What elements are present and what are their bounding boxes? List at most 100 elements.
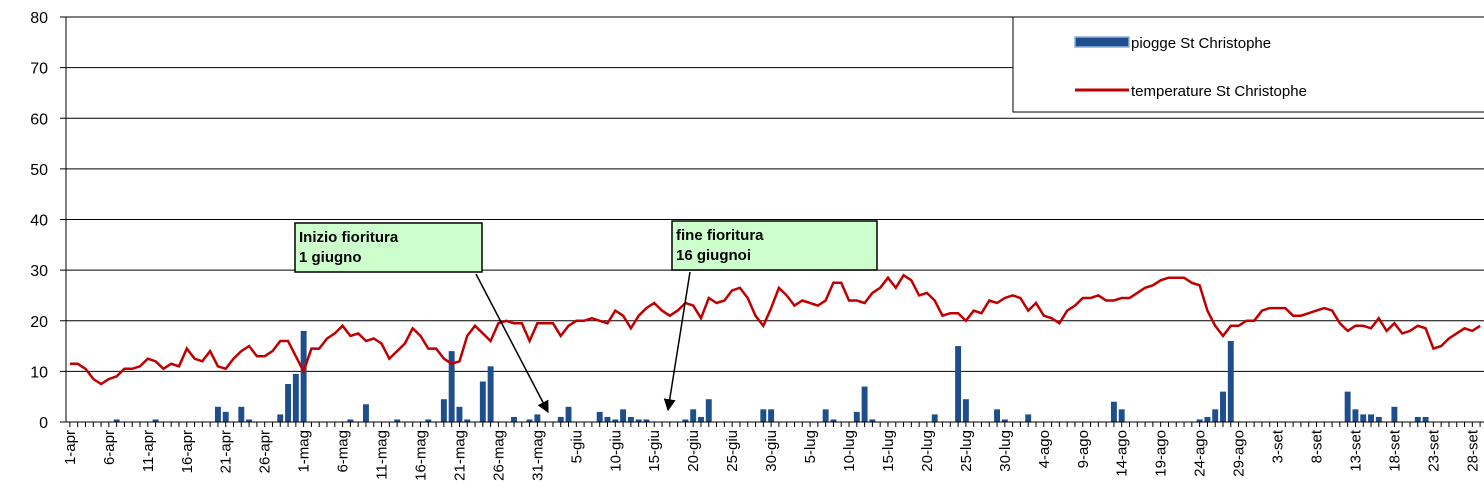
x-tick-label: 18-set	[1386, 429, 1403, 472]
bar	[604, 416, 611, 422]
x-tick-label: 28-set	[1464, 429, 1481, 472]
x-tick-label: 10-lug	[841, 430, 858, 472]
bar	[869, 419, 876, 422]
bar	[425, 419, 432, 422]
bar	[1220, 391, 1226, 422]
annotation-text: 16 giugnoi	[676, 247, 751, 264]
bar	[1212, 409, 1219, 422]
x-tick-label: 10-giu	[607, 430, 624, 472]
bar	[511, 416, 517, 422]
x-tick-label: 25-lug	[958, 430, 975, 472]
bar	[363, 404, 369, 422]
x-tick-label: 30-lug	[997, 430, 1014, 472]
bar	[534, 414, 541, 422]
y-tick-label: 50	[30, 162, 48, 179]
bar	[214, 406, 221, 422]
bar	[1344, 391, 1351, 422]
bar	[1368, 414, 1374, 422]
legend-label: piogge St Christophe	[1131, 35, 1271, 52]
legend-swatch	[1074, 36, 1130, 48]
bar	[1227, 341, 1234, 422]
x-tick-label: 15-lug	[880, 430, 897, 472]
bar	[285, 384, 292, 422]
x-tick-label: 16-apr	[179, 430, 196, 473]
annotation-text: 1 giugno	[299, 249, 362, 266]
bar	[1118, 409, 1125, 422]
y-tick-label: 70	[30, 61, 48, 78]
x-tick-label: 19-ago	[1153, 430, 1170, 477]
x-tick-label: 21-apr	[218, 430, 235, 473]
bar	[627, 416, 634, 422]
bar	[1196, 419, 1203, 422]
annotation-box	[671, 220, 878, 271]
bar	[292, 373, 299, 422]
x-tick-label: 26-mag	[490, 430, 507, 481]
bar	[526, 419, 533, 422]
bar	[612, 419, 619, 422]
bar	[596, 411, 603, 422]
bar	[682, 419, 689, 422]
y-tick-label: 60	[30, 111, 48, 128]
x-tick-label: 5-giu	[568, 430, 585, 463]
x-tick-label: 13-set	[1347, 429, 1364, 472]
legend-label: temperature St Christophe	[1131, 83, 1307, 100]
x-tick-label: 1-mag	[296, 430, 313, 473]
annotation-text: fine fioritura	[676, 227, 764, 244]
x-tick-label: 29-ago	[1231, 430, 1248, 477]
bar	[1375, 416, 1382, 422]
x-tick-label: 9-ago	[1075, 430, 1092, 468]
bar	[113, 419, 120, 422]
bar	[1001, 419, 1008, 422]
bar	[768, 409, 775, 422]
y-tick-label: 80	[30, 10, 48, 27]
x-tick-label: 1-apr	[62, 430, 79, 465]
x-tick-label: 16-mag	[413, 430, 430, 481]
bar	[1360, 414, 1367, 422]
bar	[222, 411, 229, 422]
bar	[822, 409, 829, 422]
annotation-arrow	[475, 273, 549, 414]
bar	[246, 419, 253, 422]
bar	[861, 386, 868, 422]
bar	[1204, 416, 1211, 422]
y-tick-label: 40	[30, 213, 48, 230]
x-tick-label: 3-set	[1270, 429, 1287, 463]
y-tick-label: 0	[39, 415, 48, 432]
bar	[698, 416, 704, 422]
x-tick-label: 6-mag	[335, 430, 352, 473]
x-tick-label: 30-giu	[763, 430, 780, 472]
bar	[277, 414, 284, 422]
x-tick-label: 20-giu	[685, 430, 702, 472]
x-tick-label: 11-apr	[140, 430, 157, 472]
legend-box	[1012, 16, 1484, 113]
bar	[1422, 416, 1429, 422]
bar	[760, 409, 767, 422]
bar	[557, 416, 564, 422]
bar	[347, 419, 354, 422]
temperature-line	[69, 273, 1481, 386]
bar	[440, 399, 447, 422]
bar	[1414, 416, 1421, 422]
bar	[1025, 414, 1032, 422]
bar	[705, 399, 712, 422]
bar	[487, 366, 494, 422]
bar	[643, 419, 650, 422]
bar	[394, 419, 401, 422]
x-tick-label: 15-giu	[646, 430, 663, 472]
annotation-arrow	[663, 271, 691, 412]
bar	[955, 346, 962, 422]
annotation-text: Inizio fioritura	[299, 229, 399, 246]
x-tick-label: 26-apr	[257, 430, 274, 473]
x-tick-label: 25-giu	[724, 430, 741, 472]
y-tick-label: 30	[30, 263, 48, 280]
y-tick-label: 20	[30, 314, 48, 331]
bar	[1352, 409, 1359, 422]
x-tick-label: 21-mag	[451, 430, 468, 481]
x-tick-label: 11-mag	[374, 430, 391, 480]
bar	[456, 406, 463, 422]
bar	[620, 409, 627, 422]
x-tick-label: 6-apr	[101, 430, 118, 465]
x-tick-label: 23-set	[1425, 429, 1442, 472]
bar	[690, 409, 697, 422]
